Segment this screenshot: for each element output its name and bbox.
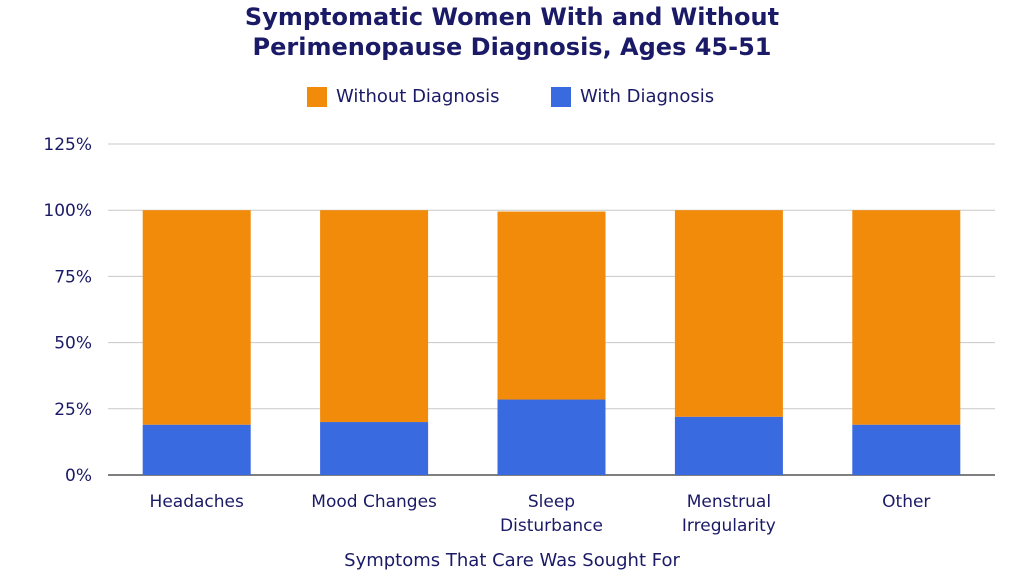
bar-without-diagnosis — [852, 210, 961, 425]
chart-legend: Without Diagnosis With Diagnosis — [0, 86, 1024, 110]
legend-label-without-diagnosis: Without Diagnosis — [336, 86, 500, 107]
chart-title: Symptomatic Women With and Without Perim… — [0, 2, 1024, 62]
x-tick-label: Menstrual — [687, 492, 771, 512]
chart-title-line-1: Symptomatic Women With and Without — [244, 3, 780, 31]
bar-without-diagnosis — [497, 211, 606, 400]
x-tick-label: Mood Changes — [311, 492, 437, 512]
y-tick-label: 0% — [65, 466, 92, 486]
x-tick-label: Headaches — [150, 492, 244, 512]
legend-label-with-diagnosis: With Diagnosis — [580, 86, 715, 107]
x-axis-label: Symptoms That Care Was Sought For — [344, 550, 680, 571]
bar-with-diagnosis — [320, 422, 429, 475]
bar-with-diagnosis — [497, 399, 606, 475]
y-tick-label: 125% — [43, 135, 92, 155]
x-tick-label: Sleep — [528, 492, 575, 512]
bar-with-diagnosis — [142, 424, 251, 475]
bar-without-diagnosis — [674, 210, 783, 417]
legend-item-without-diagnosis: Without Diagnosis — [307, 86, 500, 107]
y-tick-label: 100% — [43, 201, 92, 221]
bar-with-diagnosis — [674, 416, 783, 475]
x-tick-label: Irregularity — [682, 516, 776, 536]
y-tick-label: 25% — [54, 400, 92, 420]
legend-swatch-with-diagnosis — [551, 86, 571, 107]
x-tick-label: Disturbance — [500, 516, 603, 536]
y-tick-label: 75% — [54, 267, 92, 287]
chart-title-line-2: Perimenopause Diagnosis, Ages 45-51 — [252, 33, 772, 61]
bar-without-diagnosis — [142, 210, 251, 425]
y-tick-label: 50% — [54, 334, 92, 354]
legend-item-with-diagnosis: With Diagnosis — [551, 86, 714, 107]
bar-with-diagnosis — [852, 424, 961, 475]
bar-without-diagnosis — [320, 210, 429, 423]
x-tick-label: Other — [882, 492, 930, 512]
legend-swatch-without-diagnosis — [307, 86, 327, 107]
